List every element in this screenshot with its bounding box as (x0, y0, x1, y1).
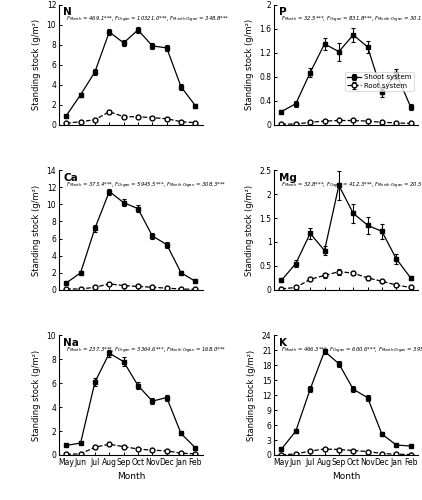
Y-axis label: Standing stock (g/m²): Standing stock (g/m²) (245, 184, 254, 276)
Text: N: N (63, 8, 72, 18)
Legend: Shoot system, Root system: Shoot system, Root system (345, 72, 414, 92)
Text: K: K (279, 338, 287, 347)
X-axis label: Month: Month (116, 472, 145, 482)
Text: Na: Na (63, 338, 79, 347)
Text: P: P (279, 8, 286, 18)
Text: $F_{Month}$ = 32.5***, $F_{Organ}$ = 831.8***, $F_{Month · Organ}$ = 30.1***: $F_{Month}$ = 32.5***, $F_{Organ}$ = 831… (281, 15, 422, 26)
Text: Ca: Ca (63, 172, 78, 182)
Text: $F_{Month}$ = 373.4***, $F_{Organ}$ = 5945.5***, $F_{Month · Organ}$ = 308.3***: $F_{Month}$ = 373.4***, $F_{Organ}$ = 59… (66, 180, 226, 190)
Y-axis label: Standing stock (g/m²): Standing stock (g/m²) (247, 350, 256, 440)
Text: $F_{Month}$ = 32.8***, $F_{Organ}$ = 412.3***, $F_{Month · Organ}$ = 20.5***: $F_{Month}$ = 32.8***, $F_{Organ}$ = 412… (281, 180, 422, 190)
X-axis label: Month: Month (332, 472, 360, 482)
Text: Mg: Mg (279, 172, 297, 182)
Text: $F_{Month}$ = 466.3***, $F_{Organ}$ = 600.6***, $F_{Month · Organ}$ = 395.1***: $F_{Month}$ = 466.3***, $F_{Organ}$ = 60… (281, 346, 422, 356)
Text: $F_{Month}$ = 469.1***, $F_{Organ}$ = 10321.0***, $F_{Month · Organ}$ = 348.8***: $F_{Month}$ = 469.1***, $F_{Organ}$ = 10… (66, 15, 230, 26)
Y-axis label: Standing stock (g/m²): Standing stock (g/m²) (32, 20, 41, 110)
Y-axis label: Standing stock (g/m²): Standing stock (g/m²) (32, 184, 41, 276)
Y-axis label: Standing stock (g/m²): Standing stock (g/m²) (245, 20, 254, 110)
Text: $F_{Month}$ = 237.3***, $F_{Organ}$ = 3364.6***, $F_{Month · Organ}$ = 168.0***: $F_{Month}$ = 237.3***, $F_{Organ}$ = 33… (66, 346, 226, 356)
Y-axis label: Standing stock (g/m²): Standing stock (g/m²) (32, 350, 41, 440)
